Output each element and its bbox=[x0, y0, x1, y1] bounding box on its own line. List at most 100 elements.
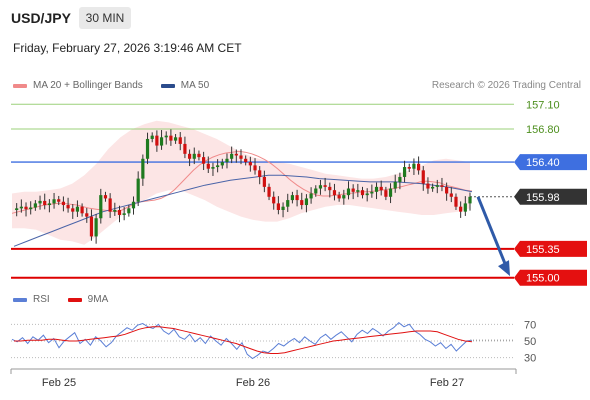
candle-body bbox=[117, 210, 122, 215]
candle-body bbox=[416, 163, 421, 171]
candle-body bbox=[426, 183, 430, 189]
candle-body bbox=[220, 162, 224, 166]
candle-body bbox=[38, 200, 42, 204]
candle-body bbox=[276, 203, 280, 210]
candle-body bbox=[374, 186, 379, 192]
candle-body bbox=[239, 155, 243, 159]
candle-body bbox=[33, 203, 37, 208]
candle-body bbox=[459, 206, 463, 212]
candle-body bbox=[295, 195, 299, 201]
candle-body bbox=[66, 205, 70, 209]
candle-body bbox=[398, 176, 402, 182]
candle-body bbox=[94, 218, 98, 237]
rsi-ma9-line bbox=[14, 326, 473, 354]
candle-body bbox=[258, 170, 262, 177]
candle-body bbox=[47, 203, 51, 206]
candle-body bbox=[89, 216, 94, 237]
candle-body bbox=[272, 196, 276, 204]
candle-body bbox=[164, 135, 168, 138]
legend-item-ma20: MA 20 + Bollinger Bands bbox=[13, 80, 143, 91]
legend-swatch-ma20 bbox=[13, 83, 27, 88]
candle-body bbox=[431, 186, 435, 189]
level-label-155-35: 155.35 bbox=[526, 244, 560, 256]
candle-body bbox=[108, 198, 112, 212]
level-tag-155-98 bbox=[514, 188, 587, 205]
level-label-156-80: 156.80 bbox=[526, 124, 560, 136]
ma20-line bbox=[11, 150, 473, 214]
candle-body bbox=[290, 195, 295, 201]
candle-body bbox=[314, 188, 318, 194]
legend-label-9ma: 9MA bbox=[87, 294, 109, 305]
candle-body bbox=[463, 203, 467, 212]
candle-body bbox=[435, 185, 439, 187]
price-legend: MA 20 + Bollinger Bands MA 50 bbox=[13, 80, 227, 91]
rsi-line bbox=[11, 322, 473, 360]
candle-body bbox=[318, 185, 323, 189]
candle-body bbox=[141, 158, 145, 179]
symbol-label: USD/JPY bbox=[11, 10, 71, 26]
candle-body bbox=[412, 163, 416, 169]
candle-body bbox=[202, 157, 206, 164]
legend-swatch-rsi bbox=[13, 297, 27, 302]
candle-body bbox=[360, 190, 365, 196]
candle-body bbox=[131, 201, 136, 209]
candle-body bbox=[253, 165, 257, 171]
candle-body bbox=[57, 199, 61, 202]
candle-body bbox=[136, 178, 140, 202]
level-label-156-40: 156.40 bbox=[526, 157, 560, 169]
candle-body bbox=[29, 207, 33, 210]
candle-body bbox=[286, 200, 290, 207]
rsi-tick-50: 50 bbox=[524, 336, 536, 348]
candle-body bbox=[454, 196, 458, 207]
candle-body bbox=[304, 198, 309, 206]
rsi-legend: RSI 9MA bbox=[13, 294, 126, 305]
candle-body bbox=[244, 158, 248, 163]
x-tick-label: Feb 25 bbox=[42, 377, 76, 389]
candle-body bbox=[206, 163, 210, 169]
candle-body bbox=[379, 186, 383, 191]
candle-body bbox=[342, 195, 346, 199]
x-tick-label: Feb 26 bbox=[236, 377, 270, 389]
candle-body bbox=[421, 170, 425, 184]
candle-body bbox=[445, 186, 449, 194]
candle-body bbox=[127, 208, 131, 214]
candle-body bbox=[262, 176, 266, 187]
top-bar: USD/JPY 30 MIN bbox=[0, 0, 590, 36]
candle-body bbox=[323, 185, 327, 187]
candle-body bbox=[159, 137, 164, 146]
candle-body bbox=[468, 196, 472, 204]
candle-body bbox=[155, 135, 159, 146]
candle-body bbox=[225, 158, 229, 163]
legend-item-ma50: MA 50 bbox=[160, 80, 210, 91]
legend-item-9ma: 9MA bbox=[67, 294, 109, 305]
candle-body bbox=[103, 195, 108, 199]
candle-body bbox=[61, 201, 66, 206]
candle-body bbox=[150, 135, 154, 139]
candle-body bbox=[183, 143, 187, 154]
candle-body bbox=[393, 181, 397, 189]
candle-body bbox=[85, 213, 89, 217]
legend-label-ma50: MA 50 bbox=[180, 80, 210, 91]
candle-body bbox=[211, 167, 215, 169]
candle-body bbox=[407, 167, 411, 169]
rsi-tick-30: 30 bbox=[524, 353, 536, 365]
candle-body bbox=[43, 200, 47, 206]
copyright-text: Research © 2026 Trading Central bbox=[431, 80, 581, 91]
candle-body bbox=[402, 167, 407, 177]
candle-body bbox=[122, 213, 126, 215]
candle-body bbox=[113, 210, 117, 212]
timeframe-button[interactable]: 30 MIN bbox=[79, 7, 131, 29]
candle-body bbox=[248, 162, 252, 166]
candle-body bbox=[309, 193, 313, 199]
candle-body bbox=[328, 186, 332, 191]
candle-body bbox=[267, 186, 271, 197]
legend-label-rsi: RSI bbox=[33, 294, 50, 305]
candle-body bbox=[370, 191, 374, 194]
level-tag-155-00 bbox=[514, 269, 587, 286]
level-label-157-10: 157.10 bbox=[526, 99, 560, 111]
candle-body bbox=[332, 190, 337, 196]
candle-body bbox=[216, 165, 220, 168]
candle-body bbox=[71, 208, 75, 212]
candle-body bbox=[234, 153, 238, 156]
